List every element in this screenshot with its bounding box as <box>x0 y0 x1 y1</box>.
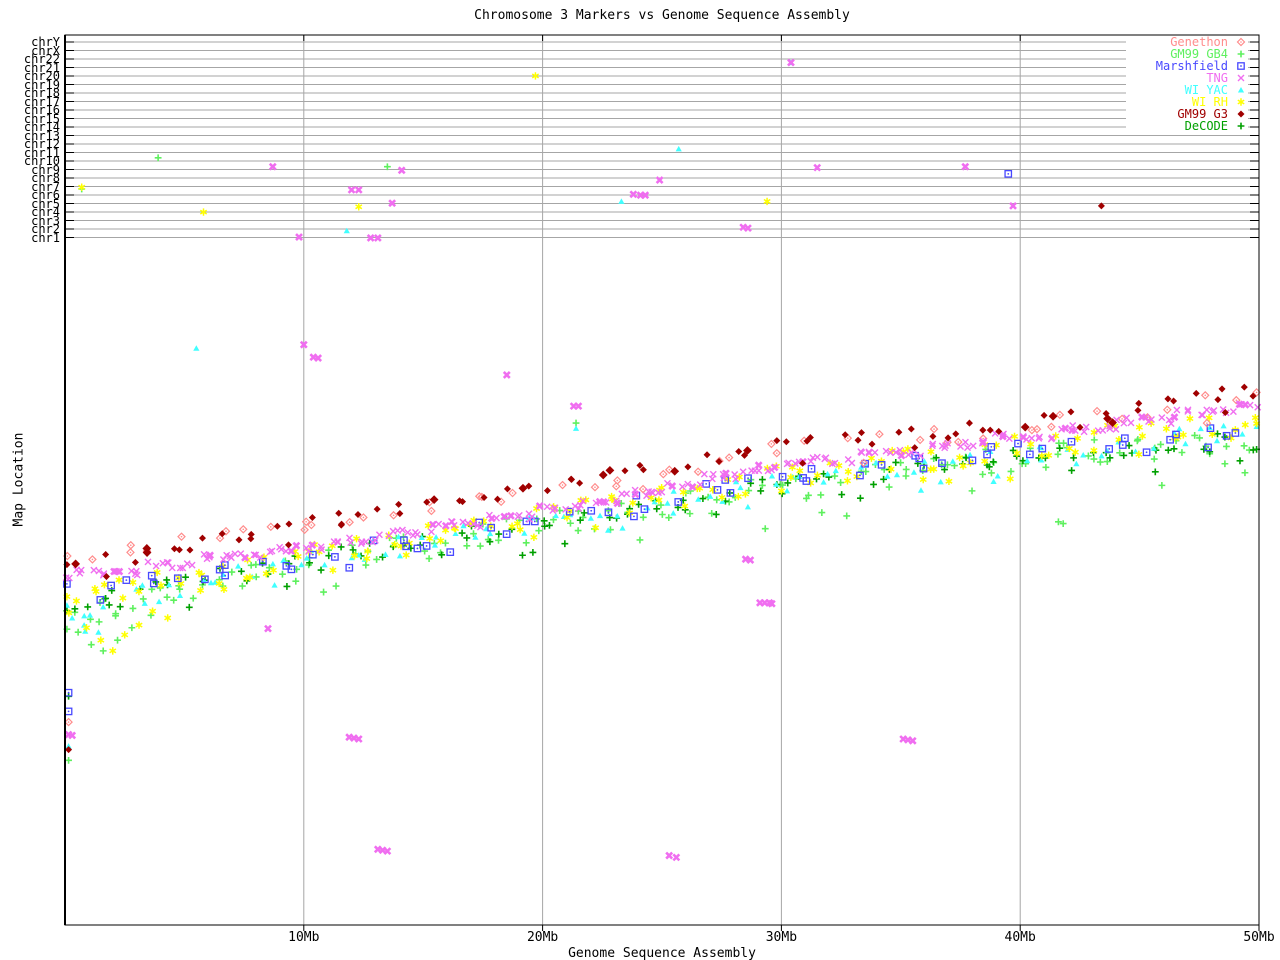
legend-entry-gm99-gb4: GM99 GB4 <box>1128 48 1248 60</box>
series-wi-rh-points <box>63 62 1261 655</box>
x-axis-tick-label-40mb: 40Mb <box>1004 930 1036 945</box>
y-axis-chromosome-label-chr20: chr20 <box>23 69 60 83</box>
x-axis-title: Genome Sequence Assembly <box>568 946 756 960</box>
y-axis-chromosome-label-chrY: chrY <box>31 35 60 49</box>
chart-title: Chromosome 3 Markers vs Genome Sequence … <box>474 8 850 23</box>
legend-entry-label: DeCODE <box>1184 119 1228 133</box>
y-axis-chromosome-label-chr4: chr4 <box>31 205 60 219</box>
y-axis-chromosome-label-chr19: chr19 <box>23 77 60 92</box>
x-axis-tick-label-20mb: 20Mb <box>526 930 559 945</box>
legend: Genethon GM99 GB4 Marshfield TNG WI YAC WI RH… <box>1128 36 1248 132</box>
y-axis-chromosome-label-chr8: chr8 <box>31 171 60 185</box>
legend-symbol-tng-icon <box>1237 74 1245 82</box>
y-axis-chromosome-label-chr12: chr12 <box>23 137 60 151</box>
y-axis-chromosome-label-chr7: chr7 <box>31 179 60 194</box>
x-axis-tick-label-10mb: 10Mb <box>288 930 320 945</box>
y-axis-chromosome-label-chrX: chrX <box>31 43 60 58</box>
y-axis-chromosome-label-chr18: chr18 <box>23 86 60 100</box>
legend-entry-tng: TNG <box>1128 72 1248 84</box>
y-axis-chromosome-label-chr11: chr11 <box>23 145 60 160</box>
chromosome-row-lines <box>65 41 1259 238</box>
legend-entry-label: GM99 GB4 <box>1170 47 1228 61</box>
y-axis-chromosome-label-chr15: chr15 <box>23 111 60 126</box>
y-axis-chromosome-label-chr16: chr16 <box>23 103 60 117</box>
legend-entry-label: GM99 G3 <box>1177 107 1228 121</box>
series-gm99-g3-points <box>63 202 1257 754</box>
y-axis-chromosome-label-chr5: chr5 <box>31 196 60 211</box>
legend-symbol-wi-rh-icon <box>1237 98 1245 106</box>
y-axis-chromosome-label-chr2: chr2 <box>31 222 60 236</box>
series-wi-yac-points <box>63 59 1260 749</box>
series-decode-points <box>63 430 1260 700</box>
legend-symbol-genethon-icon <box>1236 37 1246 47</box>
y-axis-chromosome-label-chr21: chr21 <box>23 60 60 75</box>
legend-symbol-wi-yac-icon <box>1237 87 1245 93</box>
legend-symbol-marshfield-icon <box>1237 62 1245 70</box>
y-axis-chromosome-label-chr14: chr14 <box>23 120 60 134</box>
legend-entry-wi-yac: WI YAC <box>1128 84 1248 96</box>
legend-entry-label: Genethon <box>1170 35 1228 49</box>
x-axis-tick-label-30mb: 30Mb <box>765 930 798 945</box>
legend-entry-wi-rh: WI RH <box>1128 96 1248 108</box>
grid-lines <box>303 35 1021 925</box>
y-axis-chromosome-label-chr6: chr6 <box>31 188 60 202</box>
y-axis-chromosome-label-chr1: chr1 <box>31 230 60 245</box>
legend-entry-marshfield: Marshfield <box>1128 60 1248 72</box>
y-axis-chromosome-label-chr10: chr10 <box>23 154 60 168</box>
legend-entry-label: WI RH <box>1191 95 1228 109</box>
x-axis-tick-label-50mb: 50Mb <box>1243 930 1275 945</box>
legend-symbol-gm99-g3-icon <box>1237 110 1245 118</box>
legend-entry-label: TNG <box>1206 71 1228 85</box>
legend-symbol-gm99-gb4-icon <box>1237 50 1245 58</box>
plot-frame <box>64 34 1260 931</box>
y-axis-chromosome-label-chr17: chr17 <box>23 94 60 109</box>
legend-entry-genethon: Genethon <box>1128 36 1248 48</box>
legend-entry-decode: DeCODE <box>1128 120 1248 132</box>
y-axis-chromosome-label-chr13: chr13 <box>23 128 60 143</box>
series-tng-points <box>62 58 1262 862</box>
y-axis-chromosome-label-chr9: chr9 <box>31 162 60 177</box>
legend-entry-gm99-g3: GM99 G3 <box>1128 108 1248 120</box>
y-axis-chromosome-label-chr22: chr22 <box>23 52 60 66</box>
legend-entry-label: WI YAC <box>1184 83 1228 97</box>
legend-symbol-decode-icon <box>1237 122 1245 130</box>
y-axis-chromosome-label-chr3: chr3 <box>31 213 60 228</box>
legend-entry-label: Marshfield <box>1155 59 1228 73</box>
